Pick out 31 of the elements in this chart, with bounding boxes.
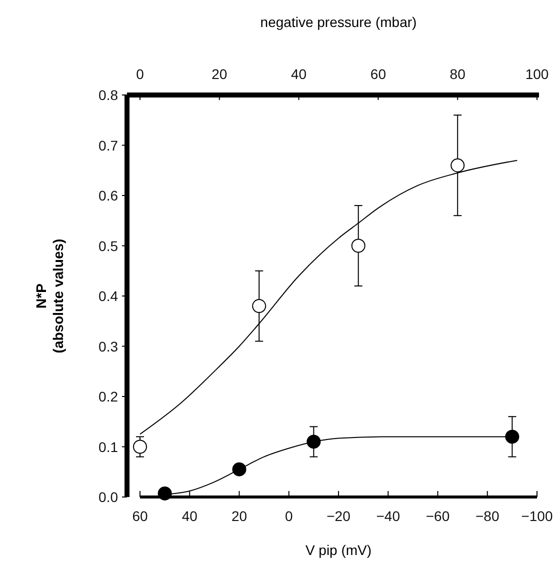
- x2-tick-label: 0: [136, 66, 144, 82]
- y-axis-title: N*P (absolute values): [33, 238, 66, 354]
- x-tick-label: 0: [284, 508, 293, 524]
- point: [505, 430, 520, 444]
- x-tick-label: 20: [231, 508, 248, 524]
- x-tick-label: −40: [376, 508, 400, 524]
- y-tick-label: 0.4: [98, 288, 118, 304]
- y-tick-label: 0.5: [98, 238, 118, 254]
- y-tick-label: 0.6: [98, 188, 118, 204]
- y-tick-label: 0.0: [98, 489, 118, 505]
- x2-tick-label: 20: [212, 66, 228, 82]
- x2-tick-label: 100: [525, 66, 549, 82]
- x2-axis-title: negative pressure (mbar): [260, 14, 417, 30]
- y-tick-label: 0.7: [98, 137, 118, 154]
- point: [232, 462, 246, 476]
- x-tick-label: −100: [521, 508, 553, 524]
- y-tick-label: 0.1: [98, 438, 118, 455]
- x2-tick-label: 40: [291, 66, 307, 82]
- x-tick-label: −80: [476, 508, 500, 524]
- point: [306, 434, 321, 449]
- y-tick-label: 0.2: [98, 388, 118, 404]
- x2-tick-label: 60: [370, 66, 386, 82]
- y-tick-label: 0.3: [98, 338, 118, 354]
- x-axis-title: V pip (mV): [305, 542, 372, 558]
- y-tick-label: 0.8: [98, 87, 118, 103]
- x-tick-label: −20: [326, 508, 351, 524]
- point: [158, 486, 172, 500]
- x2-tick-label: 80: [450, 66, 466, 82]
- x-tick-label: 40: [182, 508, 198, 524]
- x-tick-label: −60: [426, 508, 450, 524]
- x-tick-label: 60: [132, 508, 148, 524]
